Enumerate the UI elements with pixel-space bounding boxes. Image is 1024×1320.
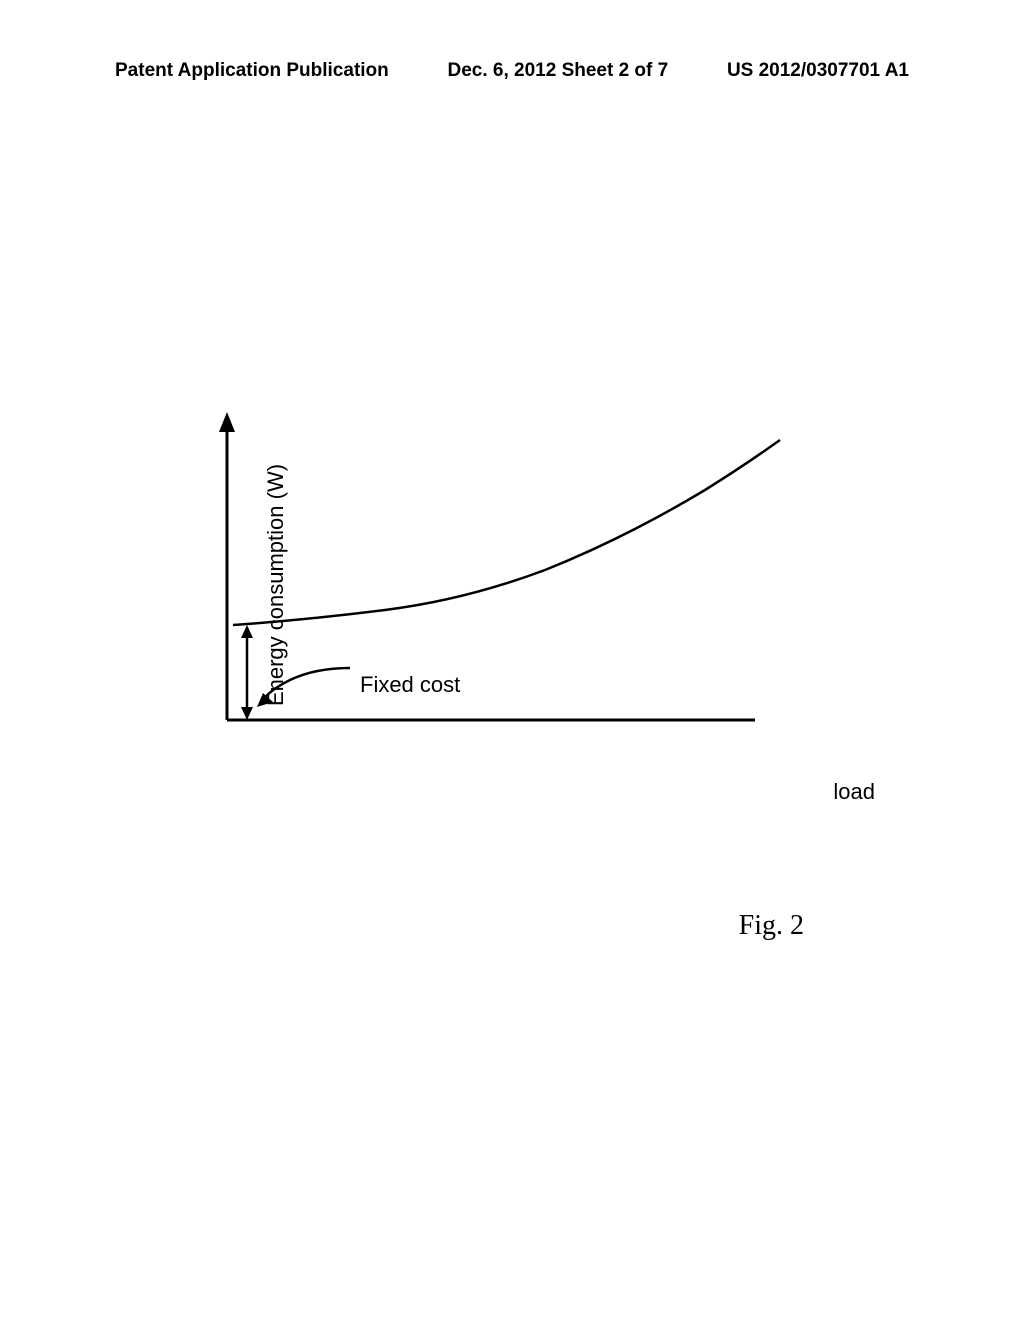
fixed-cost-label: Fixed cost <box>360 672 460 698</box>
energy-consumption-chart: Energy consumption (W) load Fixed cost <box>185 410 825 760</box>
header-date-sheet: Dec. 6, 2012 Sheet 2 of 7 <box>447 60 668 82</box>
header-publication-type: Patent Application Publication <box>115 60 389 82</box>
y-axis-arrowhead <box>219 412 235 432</box>
x-axis-label: load <box>833 779 875 805</box>
figure-caption: Fig. 2 <box>739 910 804 942</box>
energy-curve <box>233 440 780 625</box>
y-axis-label: Energy consumption (W) <box>263 464 289 706</box>
header-publication-number: US 2012/0307701 A1 <box>727 60 909 82</box>
document-header: Patent Application Publication Dec. 6, 2… <box>0 60 1024 82</box>
fixed-cost-arrow-top <box>241 625 253 638</box>
fixed-cost-arrow-bottom <box>241 707 253 720</box>
